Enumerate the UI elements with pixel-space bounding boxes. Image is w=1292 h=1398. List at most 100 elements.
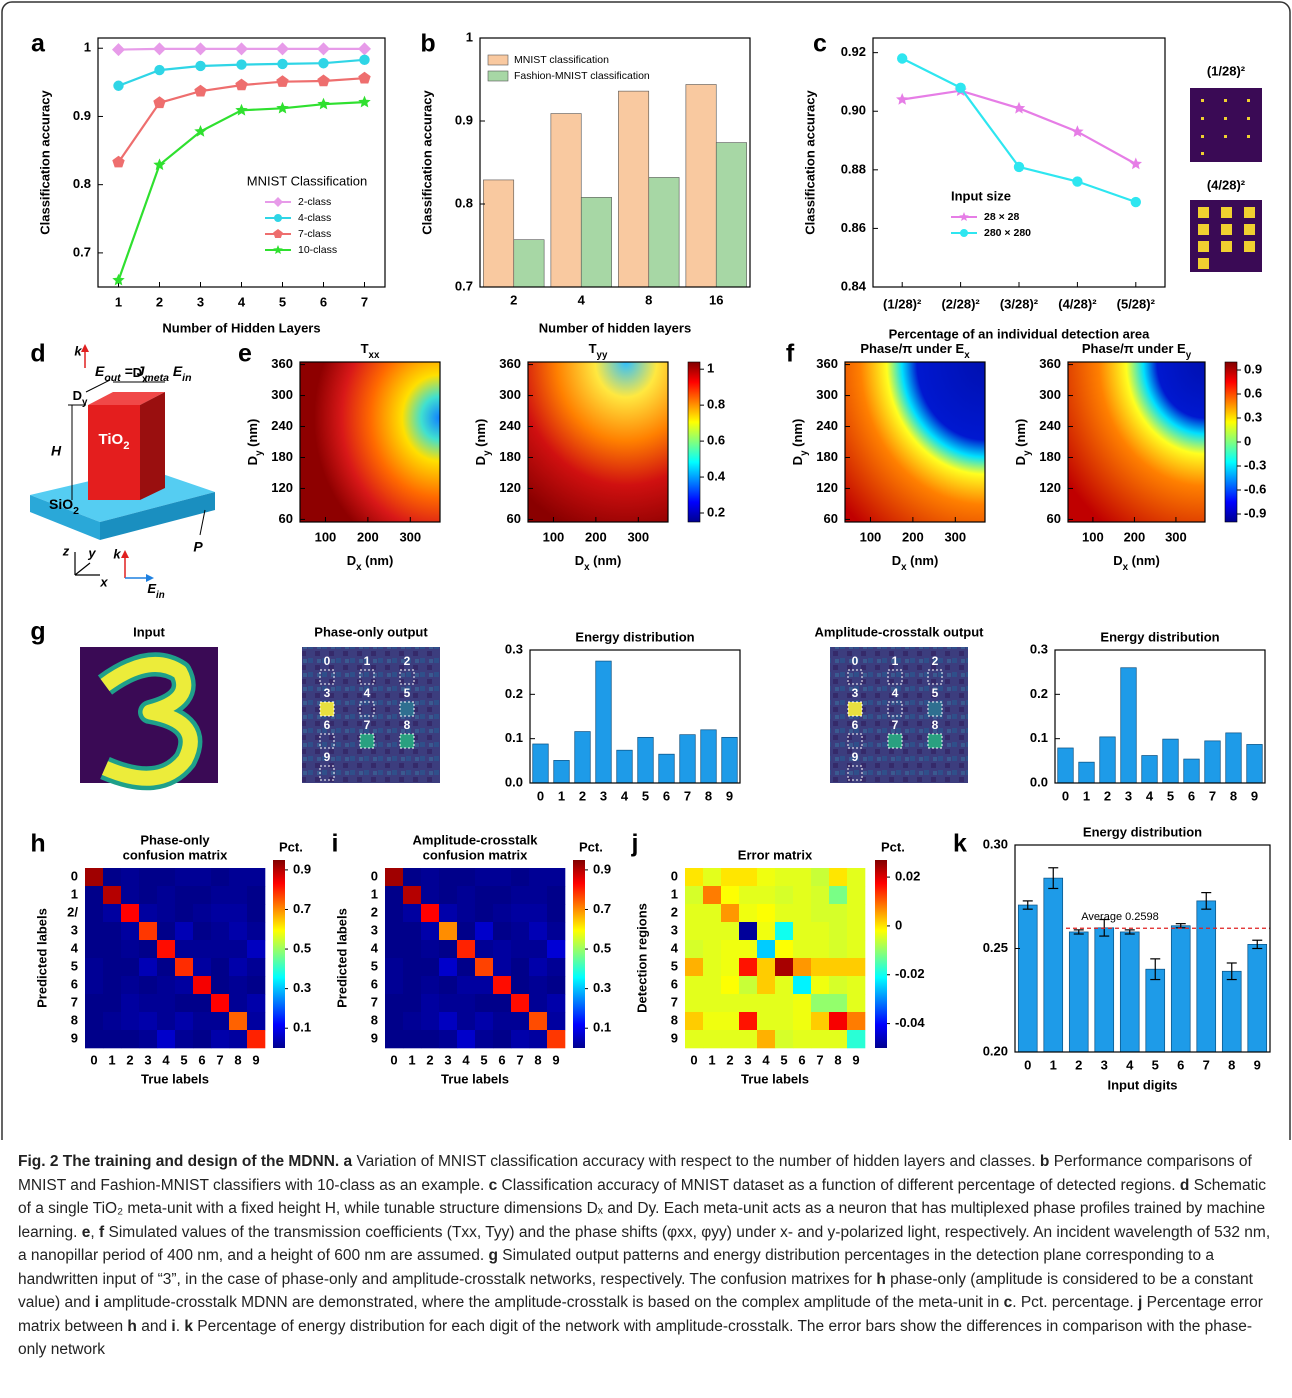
y-tick-label: 120 (816, 480, 838, 495)
heat-cell (157, 886, 176, 905)
x-axis-label: Dx (nm) (1113, 553, 1160, 573)
heat-cell (247, 1030, 266, 1049)
x-tick-label: 4 (238, 294, 246, 309)
bar (1221, 970, 1242, 1053)
heat-cell (457, 886, 476, 905)
equation-part: E (169, 363, 183, 379)
heat-cell (475, 1030, 494, 1049)
y-tick-label: 60 (824, 511, 838, 526)
x-tick-label: 9 (852, 1052, 859, 1067)
marker (955, 82, 966, 94)
heat-cell (829, 868, 848, 887)
x-tick-label: 7 (1203, 1057, 1210, 1072)
x-tick-label: 4 (1126, 1057, 1134, 1072)
heat-cell (121, 976, 140, 995)
chart-title: Txx (361, 341, 380, 361)
heat-cell (721, 958, 740, 977)
heat-cell (775, 886, 794, 905)
colorbar-tick-label: 0.02 (895, 869, 920, 884)
panel-label: j (631, 830, 639, 858)
caption-text: d (1179, 1176, 1190, 1194)
y-tick-label: 0.2 (1030, 686, 1048, 701)
heat-cell (193, 1030, 212, 1049)
region-label: 3 (852, 686, 859, 700)
bar (1145, 968, 1166, 1053)
y-tick-label: 1 (71, 886, 78, 901)
heat-cell (829, 1030, 848, 1049)
region-label: 8 (404, 718, 411, 732)
caption-text: phase-only (amplitude is considered to b… (18, 1270, 1253, 1312)
heat-cell (529, 904, 548, 923)
heat-cell (421, 1030, 440, 1049)
heat-cell (493, 976, 512, 995)
marker (194, 42, 207, 56)
heat-cell (511, 940, 530, 959)
heat-cell (421, 976, 440, 995)
heat-cell (757, 868, 776, 887)
legend-label: Fashion-MNIST classification (514, 70, 650, 82)
y-tick-label: 300 (1039, 387, 1061, 402)
y-tick-label: 300 (816, 387, 838, 402)
heat-cell (811, 886, 830, 905)
x-tick-label: 3 (600, 788, 607, 803)
heat-cell (547, 976, 566, 995)
heat-cell (121, 922, 140, 941)
heat-cell (385, 1012, 404, 1031)
heat-cell (685, 922, 704, 941)
heat-cell (103, 940, 122, 959)
heat-cell (103, 1012, 122, 1031)
equation-part: in (182, 372, 191, 384)
heat-cell (529, 886, 548, 905)
heat-cell (721, 922, 740, 941)
region-label: 0 (852, 654, 859, 668)
heat-cell (811, 994, 830, 1013)
heat-cell (139, 958, 158, 977)
bar (1068, 931, 1089, 1053)
region-label: 5 (932, 686, 939, 700)
detection-region (399, 733, 415, 749)
heat-cell (193, 904, 212, 923)
marker (317, 74, 330, 87)
x-tick-label: 8 (1230, 788, 1237, 803)
heat-cell (421, 994, 440, 1013)
x-tick-label: 3 (197, 294, 204, 309)
inset-label: (4/28)² (1207, 177, 1246, 192)
x-tick-label: 300 (1165, 529, 1187, 544)
colorbar-tick-label: 1 (707, 361, 714, 376)
heat-cell (547, 904, 566, 923)
x-axis-label-part: D (892, 553, 901, 568)
x-axis-label: Percentage of an individual detection ar… (889, 326, 1151, 341)
marker (358, 71, 371, 84)
chart-title: Phase/π under Ey (1082, 341, 1192, 361)
x-tick-label: 6 (1177, 1057, 1184, 1072)
heat-cell (739, 1012, 758, 1031)
heat-cell (229, 1012, 248, 1031)
heat-cell (175, 1012, 194, 1031)
heat-cell (229, 904, 248, 923)
y-tick-label: 5 (671, 958, 678, 973)
heat-cell (211, 886, 230, 905)
x-tick-label: 6 (198, 1052, 205, 1067)
heat-cell (385, 958, 404, 977)
field-map (300, 362, 440, 522)
heat-cell (475, 904, 494, 923)
y-axis-label-part: (nm) (790, 419, 805, 451)
y-tick-label: 3 (671, 922, 678, 937)
panel-label: d (30, 340, 45, 368)
marker (153, 96, 166, 109)
x-tick-label: 0 (537, 788, 544, 803)
colorbar-label: Pct. (579, 839, 603, 854)
bar (574, 731, 591, 784)
colorbar-label: Pct. (881, 839, 905, 854)
chart-title-part: xx (369, 350, 380, 361)
legend-label: 4-class (298, 212, 331, 224)
heat-cell (811, 904, 830, 923)
heat-cell (511, 976, 530, 995)
heat-cell (703, 976, 722, 995)
heat-cell (493, 886, 512, 905)
marker (153, 42, 166, 56)
heat-cell (403, 994, 422, 1013)
heat-cell (493, 904, 512, 923)
y-tick-label: 4 (671, 940, 679, 955)
heat-cell (139, 886, 158, 905)
